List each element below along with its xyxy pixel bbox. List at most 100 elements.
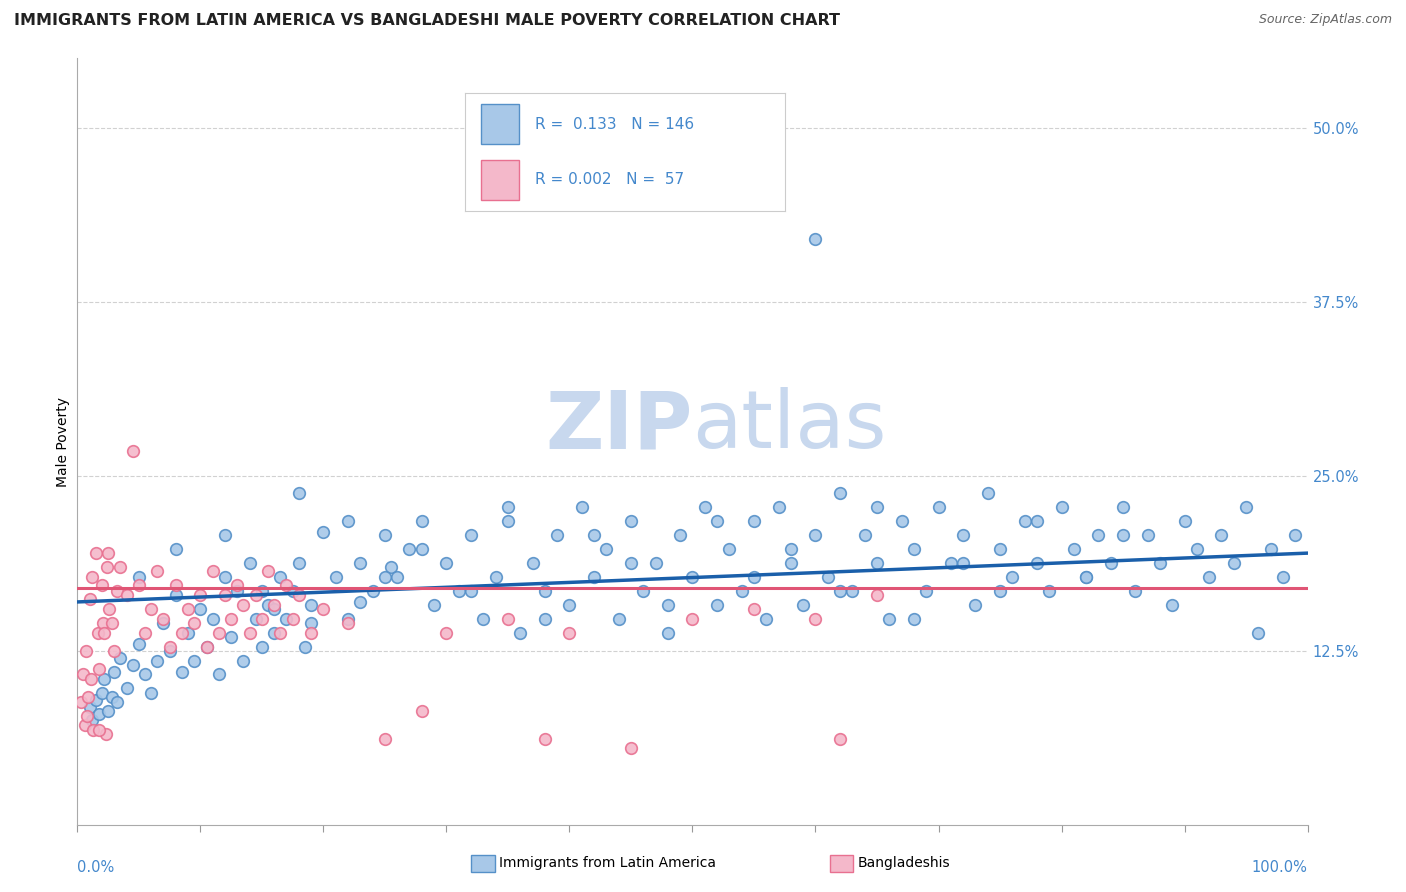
Point <box>460 528 482 542</box>
Point <box>1014 514 1036 528</box>
Point <box>1087 528 1109 542</box>
Point <box>546 528 568 542</box>
Point <box>1076 570 1098 584</box>
Point <box>620 514 643 528</box>
Point <box>977 486 1000 500</box>
Point <box>183 653 205 667</box>
Point <box>201 564 224 578</box>
Point <box>96 560 118 574</box>
Point <box>73 717 96 731</box>
Text: ZIP: ZIP <box>546 387 693 466</box>
Point <box>98 602 121 616</box>
Point <box>250 640 273 654</box>
Point <box>866 588 889 602</box>
Point <box>89 662 111 676</box>
Point <box>165 578 187 592</box>
Point <box>159 644 181 658</box>
Point <box>460 583 482 598</box>
Point <box>496 500 519 514</box>
Point <box>87 625 110 640</box>
Point <box>128 578 150 592</box>
Point <box>134 625 156 640</box>
Point <box>380 560 402 574</box>
Point <box>866 500 889 514</box>
Point <box>299 598 322 612</box>
Point <box>915 583 938 598</box>
Point <box>1260 541 1282 556</box>
Point <box>214 528 236 542</box>
Point <box>188 588 212 602</box>
Point <box>682 570 704 584</box>
Point <box>398 541 420 556</box>
Point <box>1174 514 1197 528</box>
Point <box>281 583 304 598</box>
Point <box>103 644 125 658</box>
Point <box>349 595 371 609</box>
Point <box>607 612 630 626</box>
Point <box>657 598 679 612</box>
Point <box>731 583 754 598</box>
Point <box>146 653 169 667</box>
Point <box>817 570 839 584</box>
Point <box>1161 598 1184 612</box>
Point <box>101 615 124 630</box>
Point <box>706 514 728 528</box>
Point <box>657 625 679 640</box>
Point <box>245 588 267 602</box>
Point <box>299 625 322 640</box>
Point <box>804 232 827 246</box>
Point <box>742 570 765 584</box>
Text: Immigrants from Latin America: Immigrants from Latin America <box>499 856 716 871</box>
Point <box>1050 500 1073 514</box>
Point <box>312 525 335 540</box>
Point <box>337 514 360 528</box>
Point <box>152 612 174 626</box>
Point <box>183 615 205 630</box>
Point <box>1198 570 1220 584</box>
Point <box>1211 528 1233 542</box>
Text: 100.0%: 100.0% <box>1251 860 1308 875</box>
Point <box>853 528 876 542</box>
Point <box>250 583 273 598</box>
Point <box>742 514 765 528</box>
Point <box>1284 528 1306 542</box>
Point <box>115 681 138 696</box>
Point <box>558 598 581 612</box>
Point <box>72 667 94 681</box>
Point <box>571 500 593 514</box>
Point <box>97 704 120 718</box>
Point <box>1026 514 1049 528</box>
Point <box>121 657 143 672</box>
Point <box>128 637 150 651</box>
Point <box>1234 500 1257 514</box>
Point <box>361 583 384 598</box>
Point <box>718 541 741 556</box>
Point <box>84 546 107 560</box>
Point <box>841 583 863 598</box>
Point <box>780 541 803 556</box>
Point <box>141 685 163 699</box>
Point <box>385 570 409 584</box>
Point <box>121 444 143 458</box>
Point <box>1001 570 1024 584</box>
Point <box>105 583 128 598</box>
Point <box>219 630 242 644</box>
Point <box>988 583 1011 598</box>
Point <box>436 556 458 570</box>
Point <box>742 602 765 616</box>
Point <box>146 564 169 578</box>
Point <box>1136 528 1159 542</box>
Point <box>294 640 316 654</box>
Point <box>281 612 304 626</box>
Point <box>152 615 174 630</box>
Point <box>134 667 156 681</box>
Point <box>411 541 433 556</box>
Point <box>374 731 396 746</box>
Point <box>693 500 716 514</box>
Point <box>1247 625 1270 640</box>
Point <box>325 570 347 584</box>
Point <box>128 570 150 584</box>
Point <box>165 588 187 602</box>
Text: Source: ZipAtlas.com: Source: ZipAtlas.com <box>1258 13 1392 27</box>
Point <box>939 556 962 570</box>
